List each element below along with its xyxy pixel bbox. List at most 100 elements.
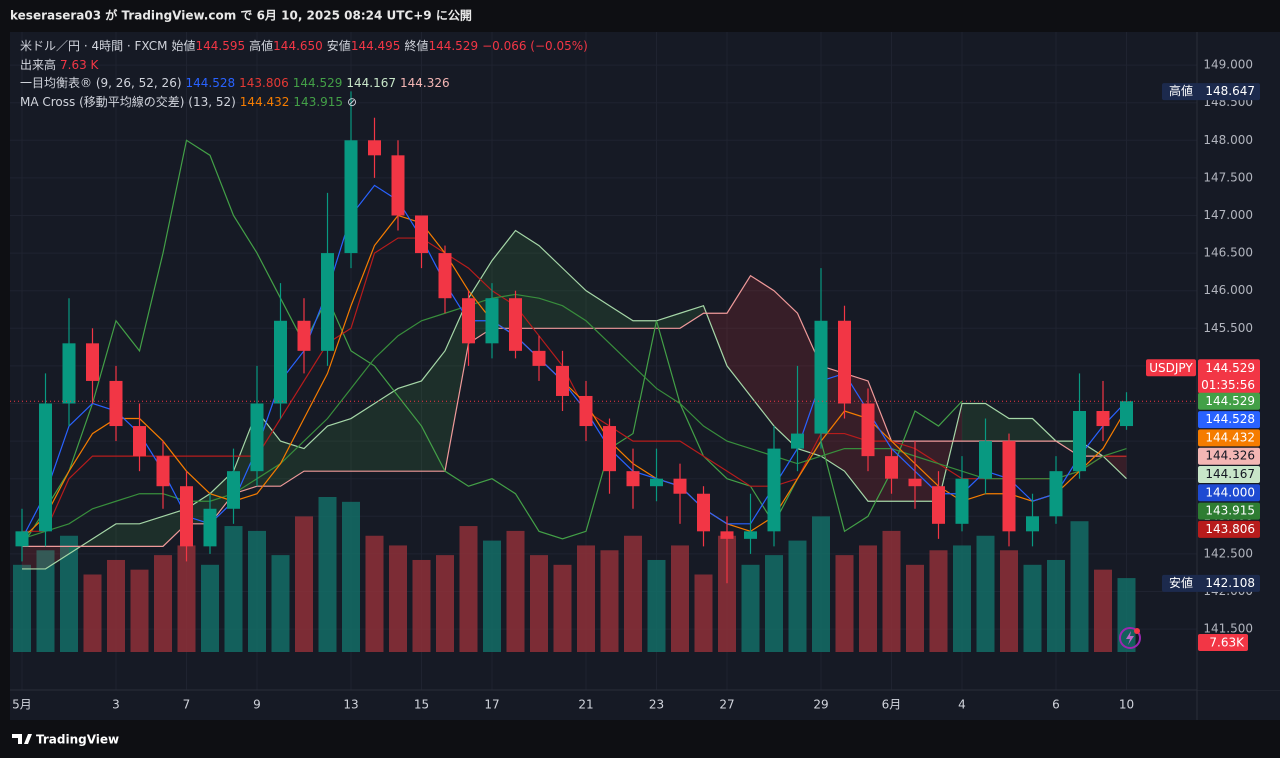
alert-bolt (1126, 631, 1134, 645)
y-tick-label: 145.500 (1203, 321, 1253, 335)
volume-bar (1070, 521, 1089, 652)
candle-body (532, 350, 546, 366)
volume-bar (765, 555, 783, 652)
volume-bar (530, 555, 548, 652)
alert-icon[interactable] (1119, 627, 1141, 649)
x-tick-label: 3 (112, 698, 120, 712)
volume-bar (577, 545, 595, 652)
ohlc-value: 144.595 (195, 39, 246, 53)
y-tick-label: 141.500 (1203, 622, 1253, 636)
plot (10, 32, 1197, 690)
x-tick-label: 9 (253, 698, 261, 712)
x-tick-label: 6 (1052, 698, 1060, 712)
cloud-segment (327, 418, 351, 472)
x-tick-label: 4 (958, 698, 966, 712)
volume-bar (953, 545, 971, 652)
indicator-value: 144.167 (346, 76, 397, 90)
volume-bar (718, 535, 736, 652)
cloud-segment (727, 275, 751, 396)
volume-bar (154, 555, 172, 652)
candle-body (62, 343, 76, 404)
volume-bar (365, 535, 384, 652)
candle-body (133, 426, 146, 457)
volume-bar (812, 516, 830, 652)
volume-bar (1094, 569, 1112, 652)
volume-bar (741, 564, 760, 652)
price-label-box (1198, 411, 1260, 429)
volume-bar (318, 497, 337, 652)
extreme-label-box (1162, 83, 1260, 101)
ohlc-value: 144.529 (428, 39, 479, 53)
indicator-line (22, 237, 1127, 532)
volume-bar (295, 516, 313, 652)
volume-bar (224, 526, 243, 652)
candle-body (1026, 516, 1039, 532)
candle-body (39, 403, 52, 532)
cloud-segment (656, 313, 680, 329)
x-tick-label: 7 (183, 698, 191, 712)
price-label-box (1198, 447, 1260, 465)
price-label-box (1198, 502, 1260, 520)
footer-logo: TradingView (12, 733, 119, 747)
candle-body (650, 478, 663, 487)
ohlc-value: 144.650 (273, 39, 323, 53)
price-label-box (1198, 520, 1260, 538)
candle-body (15, 531, 29, 547)
volume-bar (83, 574, 102, 652)
volume-bar (201, 564, 219, 652)
candle-body (720, 531, 734, 539)
symbol-box (1146, 359, 1196, 377)
x-tick-label: 15 (414, 698, 429, 712)
y-tick-label: 147.000 (1203, 208, 1253, 222)
header-bar (0, 0, 1280, 32)
candle-body (814, 320, 828, 434)
footer-brand: TradingView (36, 733, 119, 747)
volume-bar (882, 530, 901, 652)
ohlc-label: 始値 (171, 39, 196, 53)
indicator-icon: ⊘ (347, 94, 358, 109)
cloud-segment (421, 350, 445, 472)
cloud-segment (139, 516, 163, 547)
price-label: 143.915 (1205, 504, 1255, 518)
x-tick-label: 29 (813, 698, 828, 712)
volume-label-box (1198, 634, 1248, 651)
cloud-segment (539, 245, 563, 329)
y-tick-label: 146.000 (1203, 283, 1253, 297)
candle-body (109, 380, 123, 427)
volume-bar (553, 564, 572, 652)
price-label-box (1198, 466, 1260, 484)
cloud-segment (633, 320, 657, 329)
extreme-value: 142.108 (1205, 576, 1255, 590)
extreme-tag: 高値 (1169, 83, 1193, 98)
symbol: 米ドル／円 · 4時間 · FXCM (20, 39, 168, 53)
volume-bar (389, 545, 407, 652)
price-label: 144.529 (1205, 394, 1255, 408)
indicator-value: 144.529 (292, 76, 343, 90)
y-tick-label: 142.500 (1203, 546, 1253, 560)
cloud-segment (398, 380, 422, 472)
cloud-segment (22, 546, 46, 569)
ohlc-value: 144.495 (350, 39, 401, 53)
candle-body (509, 298, 522, 351)
extreme-value: 148.647 (1205, 84, 1255, 98)
volume-bar (271, 555, 290, 652)
candle-body (979, 441, 992, 479)
volume-bar (859, 545, 877, 652)
volume-bar (647, 559, 666, 652)
candle-body (462, 298, 475, 344)
volume-bar (107, 559, 125, 652)
candle-body (908, 478, 922, 487)
volume-bar (1047, 559, 1065, 652)
candle-body (673, 478, 687, 494)
countdown: 01:35:56 (1201, 378, 1255, 392)
candle-body (861, 403, 875, 457)
candle-body (1002, 441, 1016, 532)
candle-body (603, 426, 616, 472)
volume-bar (483, 540, 501, 652)
price-label: 144.432 (1205, 430, 1255, 444)
candle-body (297, 320, 311, 351)
volume-value: 7.63 K (60, 57, 99, 72)
candle-body (321, 253, 334, 351)
